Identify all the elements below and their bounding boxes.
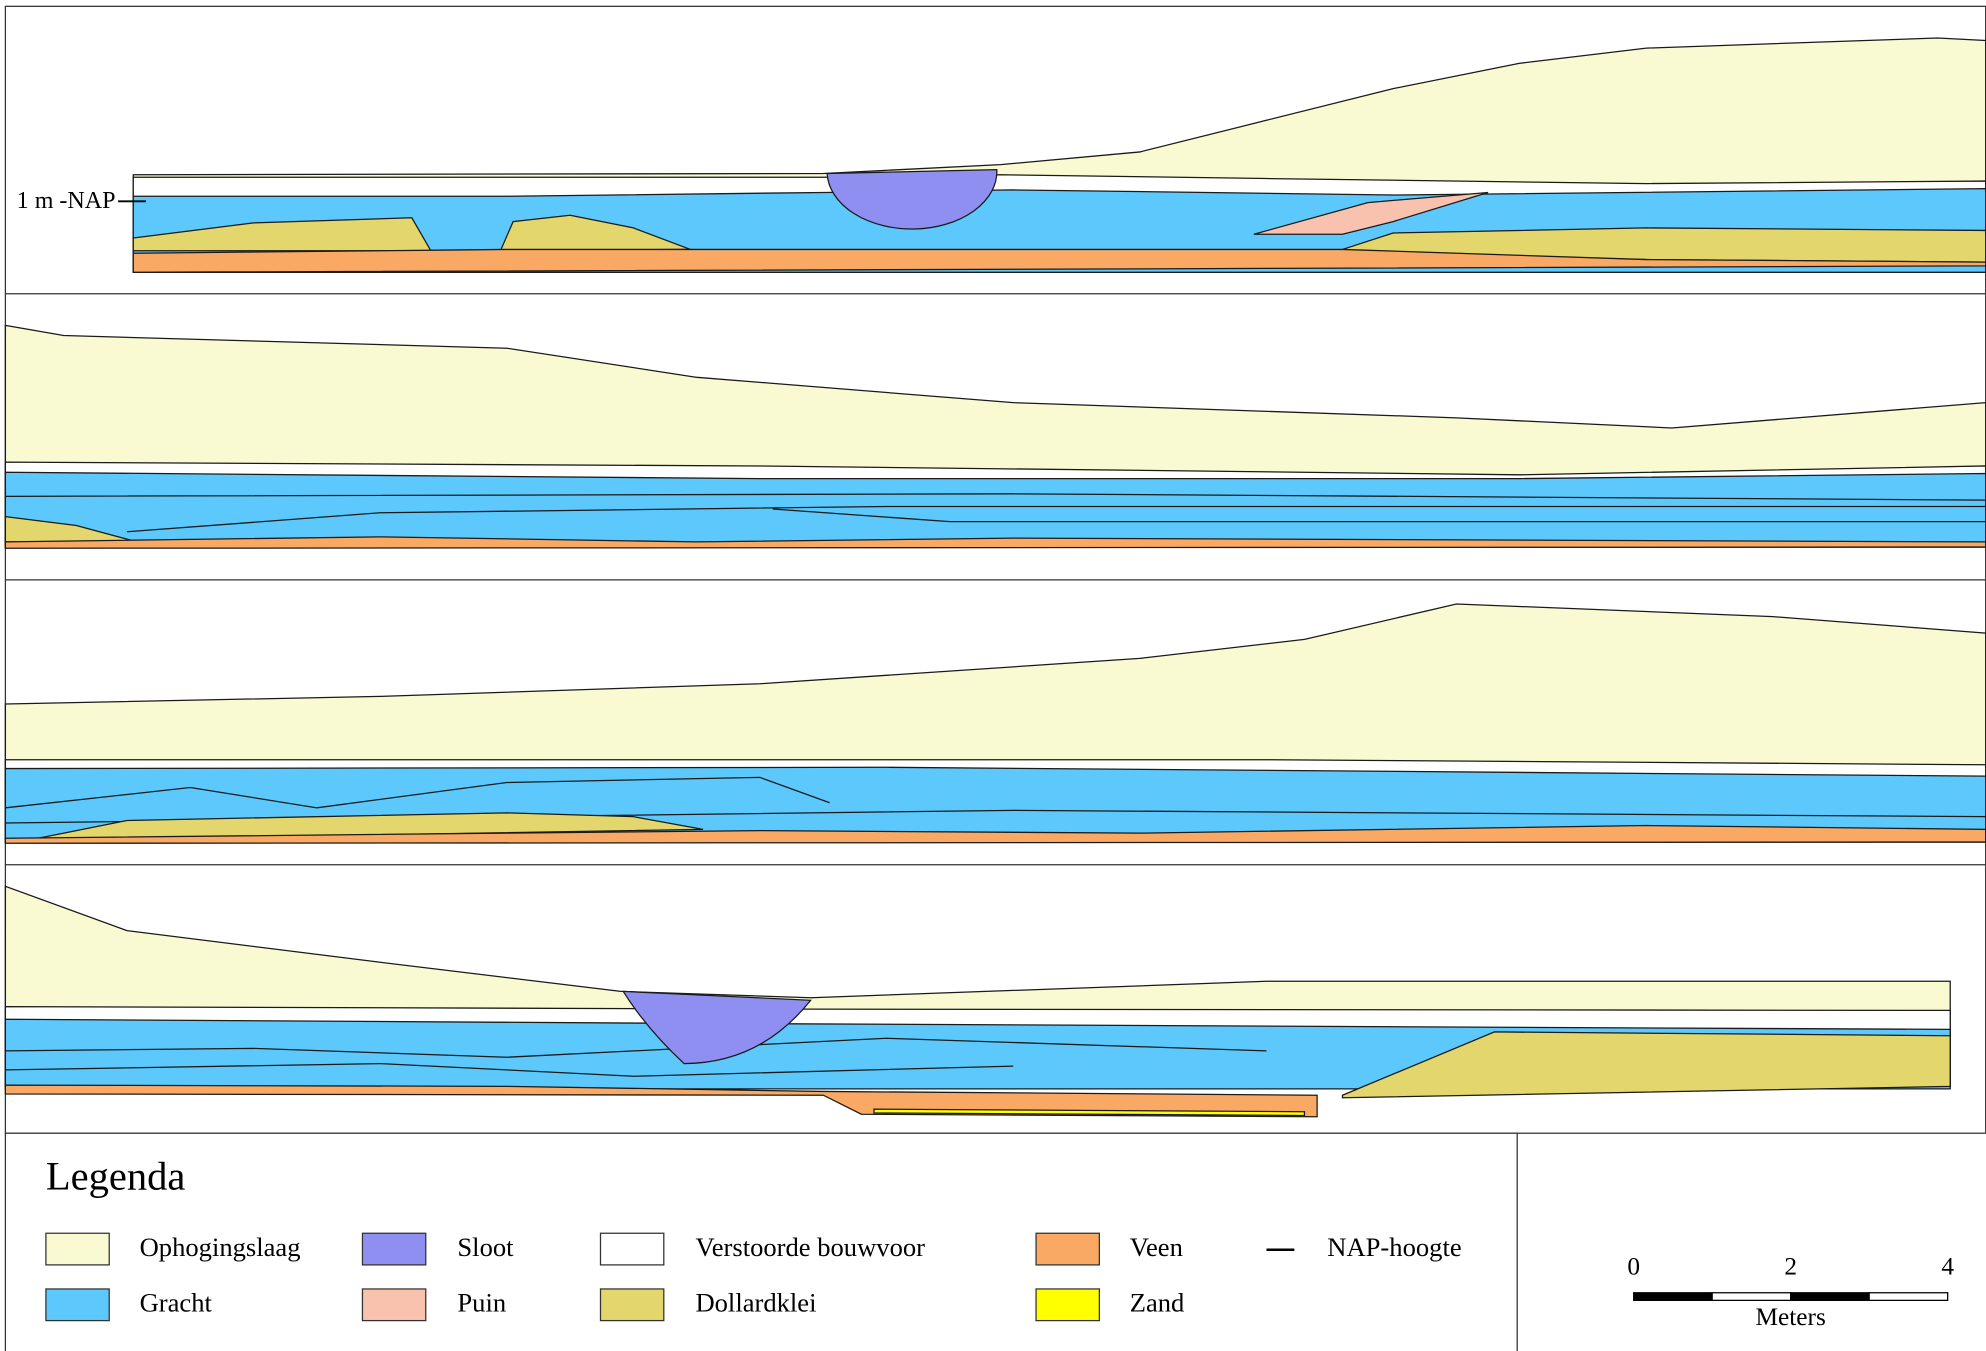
legend-label: Verstoorde bouwvoor [695, 1232, 925, 1262]
legend-swatch [45, 1288, 110, 1322]
legend-label: Dollardklei [695, 1288, 816, 1318]
legend-box [4, 1132, 1518, 1351]
legend-swatch [45, 1232, 110, 1266]
profile-layers [4, 37, 1986, 1118]
scale-tick-label: 0 [1627, 1253, 1640, 1281]
soil-layer [4, 824, 1986, 844]
scale-segment [1790, 1292, 1870, 1301]
legend-swatch [599, 1232, 665, 1266]
soil-layer [4, 471, 1986, 548]
legend-label: Puin [457, 1288, 506, 1318]
soil-layer [1341, 1031, 1951, 1099]
legend-swatch [1035, 1232, 1100, 1266]
legend-label: Ophogingslaag [140, 1232, 301, 1262]
layer-boundary [5, 493, 1986, 533]
scale-tick-label: 4 [1941, 1253, 1954, 1281]
legend-swatch [361, 1232, 427, 1266]
legend-title: Legenda [46, 1153, 185, 1198]
legend-label: Veen [1130, 1232, 1183, 1262]
legend-label: Sloot [457, 1232, 514, 1262]
soil-layer [1253, 191, 1489, 235]
legend-label: NAP-hoogte [1327, 1232, 1461, 1262]
soil-layer [4, 536, 1986, 549]
scale-unit: Meters [1756, 1303, 1826, 1331]
legend-label: Gracht [140, 1288, 213, 1318]
scale-bar: 0 2 4 Meters [1627, 1253, 1954, 1332]
soil-layer [4, 1084, 1318, 1118]
soil-layer [25, 812, 704, 842]
scale-tick-label: 2 [1784, 1253, 1797, 1281]
soil-layer [826, 169, 998, 230]
legend-swatch [1035, 1288, 1100, 1322]
soil-layer [622, 990, 812, 1065]
legend-swatch [361, 1288, 427, 1322]
scale-segment [1868, 1292, 1949, 1301]
soil-layer [873, 1108, 1306, 1117]
scale-segment [1633, 1292, 1713, 1301]
legend-swatch [599, 1288, 665, 1322]
scale-segment [1711, 1292, 1792, 1301]
legend-items: Ophogingslaag Sloot Verstoorde bouwvoor Vee… [45, 1232, 1462, 1322]
nap-label: 1 m -NAP [17, 188, 116, 214]
legend-label: Zand [1130, 1288, 1185, 1318]
layer-boundary [5, 1037, 1267, 1077]
soil-layer [132, 217, 432, 252]
